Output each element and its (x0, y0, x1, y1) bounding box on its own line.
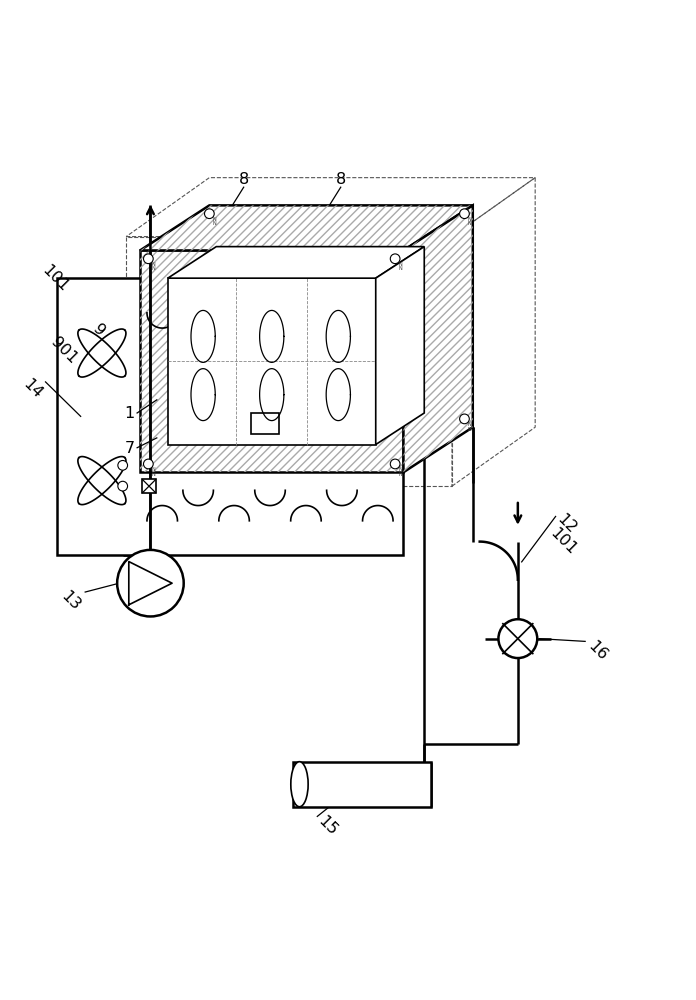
Text: 16: 16 (585, 639, 610, 664)
Bar (140, 250, 404, 472)
Circle shape (117, 550, 184, 616)
Text: N
N: N N (213, 217, 216, 226)
Bar (251, 413, 278, 434)
Bar (168, 278, 376, 445)
Text: 8: 8 (239, 172, 249, 187)
Circle shape (390, 459, 400, 469)
Text: N
N: N N (152, 262, 156, 271)
Circle shape (118, 460, 127, 470)
Circle shape (498, 619, 537, 658)
Text: 13: 13 (58, 588, 84, 613)
Circle shape (205, 209, 214, 219)
Text: 1: 1 (125, 406, 135, 421)
Text: 101: 101 (40, 262, 72, 294)
Text: N
N: N N (152, 467, 156, 477)
Polygon shape (140, 205, 473, 250)
Circle shape (118, 481, 127, 491)
Bar (140, 250, 404, 472)
Text: N
N: N N (468, 217, 472, 226)
Text: 101: 101 (547, 525, 579, 558)
Text: N
N: N N (399, 262, 402, 271)
Polygon shape (404, 205, 473, 472)
Text: 14: 14 (20, 377, 45, 402)
Ellipse shape (291, 762, 308, 807)
Text: 7: 7 (125, 441, 135, 456)
Circle shape (390, 254, 400, 264)
Bar (292, 762, 432, 807)
Text: N
N: N N (399, 467, 402, 477)
Circle shape (143, 459, 153, 469)
Circle shape (143, 254, 153, 264)
Polygon shape (168, 247, 425, 278)
Bar (126, 237, 452, 486)
Bar (57, 278, 404, 555)
Polygon shape (376, 247, 425, 445)
Text: 901: 901 (48, 335, 80, 367)
Text: 8: 8 (336, 172, 346, 187)
Circle shape (459, 414, 469, 424)
Text: N
N: N N (468, 422, 472, 432)
Bar (142, 479, 156, 493)
Text: 9: 9 (90, 321, 107, 339)
Text: 15: 15 (315, 813, 340, 838)
Circle shape (459, 209, 469, 219)
Text: 12: 12 (554, 512, 579, 537)
